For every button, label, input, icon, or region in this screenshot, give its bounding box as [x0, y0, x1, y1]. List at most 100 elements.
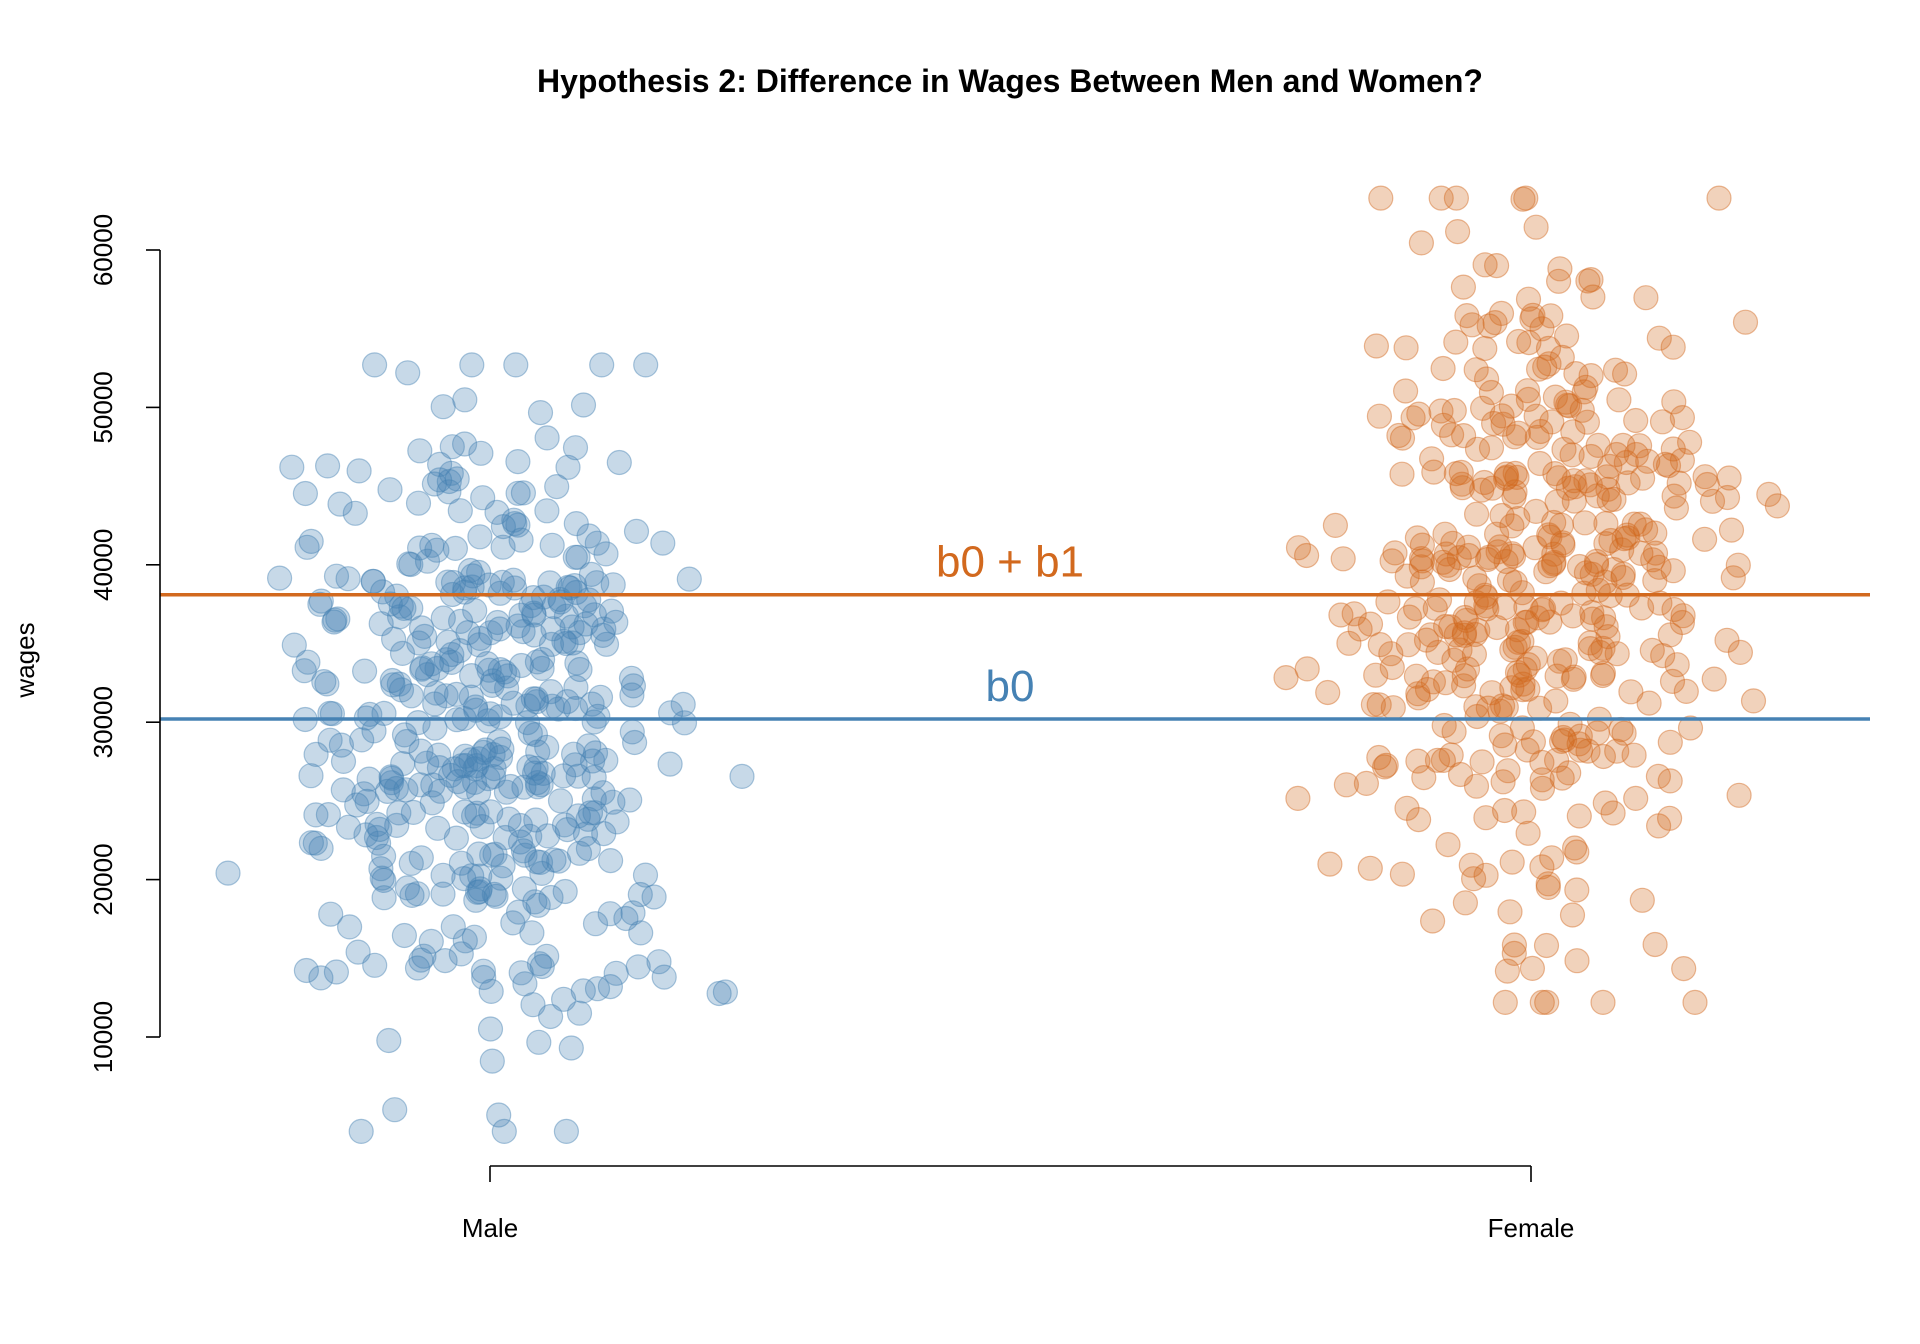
data-point-female: [1714, 484, 1741, 511]
data-point-female: [1524, 424, 1550, 450]
data-point-male: [534, 734, 560, 760]
data-point-female: [1366, 403, 1393, 429]
data-point-male: [510, 618, 536, 645]
data-point-female: [1330, 546, 1356, 572]
data-point-female: [1505, 420, 1532, 446]
data-point-male: [438, 762, 464, 789]
data-point-female: [1615, 525, 1641, 551]
data-point-female: [1587, 639, 1613, 666]
data-point-male: [390, 750, 416, 777]
data-point-male: [400, 799, 426, 826]
data-point-male: [621, 729, 648, 756]
data-point-female: [1405, 748, 1431, 774]
data-point-female: [1603, 441, 1630, 468]
data-point-female: [1626, 433, 1653, 459]
data-point-male: [551, 628, 577, 654]
data-point-male: [458, 684, 484, 710]
data-point-male: [459, 352, 485, 378]
data-point-female: [1578, 443, 1604, 470]
data-point-male: [670, 691, 696, 718]
data-point-female: [1506, 662, 1533, 688]
data-point-male: [318, 901, 344, 927]
data-point-female: [1515, 286, 1542, 312]
data-point-female: [1725, 552, 1751, 578]
data-point-female: [1657, 622, 1683, 648]
data-point-male: [517, 823, 543, 849]
data-point-female: [1363, 333, 1390, 359]
data-point-female: [1382, 540, 1408, 566]
data-point-female: [1366, 692, 1392, 718]
data-point-female: [1497, 899, 1523, 925]
data-point-female: [1328, 602, 1354, 628]
data-point-male: [362, 352, 388, 378]
data-point-male: [452, 774, 478, 800]
y-tick-label: 10000: [88, 1001, 118, 1073]
data-point-male: [591, 616, 617, 642]
hline-label-b0-b1: b0 + b1: [936, 538, 1084, 587]
data-point-female: [1584, 483, 1610, 509]
data-point-male: [425, 815, 451, 841]
data-point-female: [1564, 839, 1590, 865]
data-point-male: [492, 824, 518, 851]
data-point-female: [1489, 502, 1515, 529]
data-point-male: [570, 392, 597, 418]
data-point-female: [1440, 530, 1466, 556]
data-point-male: [478, 799, 504, 825]
data-point-female: [1566, 731, 1592, 757]
data-point-female: [1421, 459, 1447, 485]
data-point-male: [465, 879, 491, 905]
data-point-female: [1413, 627, 1440, 653]
data-point-male: [521, 622, 547, 648]
data-point-male: [404, 955, 431, 981]
data-point-male: [526, 1029, 552, 1055]
data-point-male: [325, 606, 351, 632]
data-point-male: [540, 616, 566, 642]
data-point-female: [1510, 676, 1536, 703]
y-tick-label: 60000: [88, 214, 118, 286]
data-point-female: [1542, 384, 1569, 410]
data-point-female: [1443, 461, 1469, 487]
data-point-female: [1473, 366, 1500, 392]
data-point-female: [1546, 648, 1573, 674]
data-point-female: [1727, 639, 1754, 666]
data-point-male: [412, 623, 438, 650]
data-point-female: [1479, 680, 1505, 706]
data-point-male: [391, 722, 418, 748]
data-point-female: [1432, 521, 1458, 547]
data-point-male: [582, 800, 608, 826]
data-point-female: [1294, 656, 1320, 682]
data-point-male: [366, 830, 392, 856]
data-point-female: [1677, 715, 1704, 741]
data-point-female: [1463, 357, 1489, 383]
data-point-female: [1513, 185, 1539, 211]
data-point-female: [1563, 361, 1589, 387]
data-point-female: [1484, 614, 1510, 641]
data-point-male: [565, 544, 591, 570]
data-point-male: [525, 739, 551, 765]
data-point-female: [1479, 475, 1505, 501]
data-point-male: [491, 1118, 517, 1145]
data-point-female: [1488, 723, 1514, 749]
data-point-male: [439, 434, 465, 460]
data-point-male: [474, 650, 500, 677]
data-point-male: [584, 530, 610, 556]
data-point-female: [1432, 670, 1459, 696]
data-point-female: [1441, 647, 1467, 673]
data-point-male: [563, 674, 589, 701]
data-point-male: [292, 480, 318, 507]
data-point-male: [317, 727, 343, 753]
data-point-female: [1669, 405, 1696, 431]
data-point-male: [470, 958, 496, 984]
data-point-male: [565, 763, 591, 789]
data-point-male: [439, 649, 465, 676]
data-point-female: [1414, 676, 1441, 703]
data-point-female: [1530, 595, 1557, 622]
data-point-male: [501, 507, 527, 533]
data-point-female: [1500, 543, 1527, 569]
data-point-female: [1543, 747, 1570, 773]
data-point-female: [1430, 549, 1456, 575]
data-point-male: [619, 719, 645, 745]
data-point-male: [408, 738, 434, 764]
data-point-female: [1538, 303, 1564, 329]
data-point-female: [1450, 274, 1477, 300]
